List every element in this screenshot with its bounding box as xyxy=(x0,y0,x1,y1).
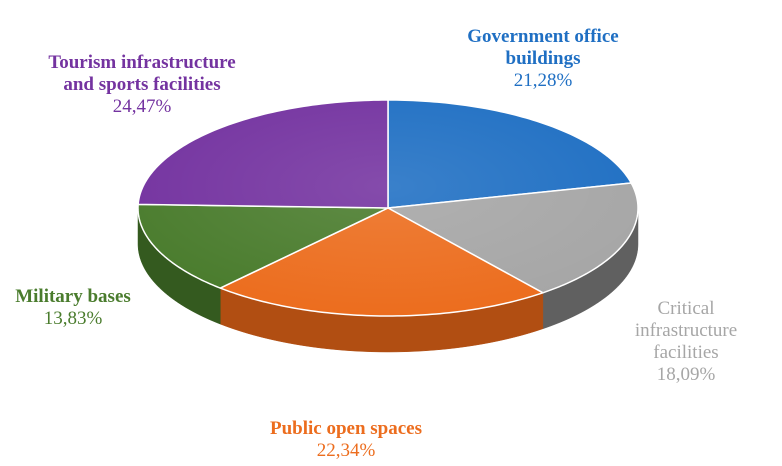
slice-label: Military bases 13,83% xyxy=(0,286,146,330)
slice-category-label: and sports facilities xyxy=(63,74,221,95)
slice-category-label: infrastructure xyxy=(634,320,738,341)
slice-label: Government office buildings 21,28% xyxy=(438,26,648,92)
slice-category-label: Public open spaces xyxy=(269,418,423,439)
slice-category-label: Critical xyxy=(657,298,715,319)
slice-label: Tourism infrastructure and sports facilit… xyxy=(20,52,264,118)
slice-category-label: facilities xyxy=(653,342,719,363)
slice-category-label: buildings xyxy=(505,48,581,69)
slice-label: Critical infrastructure facilities 18,09% xyxy=(608,298,764,386)
slice-category-label: Government office xyxy=(467,26,619,47)
slice-value-label: 21,28% xyxy=(513,70,573,91)
slice-value-label: 18,09% xyxy=(656,364,716,385)
slice-category-label: Military bases xyxy=(15,286,131,307)
slice-value-label: 13,83% xyxy=(43,308,103,329)
pie-tops xyxy=(137,99,639,317)
slice-category-label: Tourism infrastructure xyxy=(48,52,236,73)
slice-value-label: 24,47% xyxy=(112,96,172,117)
slice-label: Public open spaces 22,34% xyxy=(226,418,466,462)
slice-value-label: 22,34% xyxy=(316,440,376,461)
